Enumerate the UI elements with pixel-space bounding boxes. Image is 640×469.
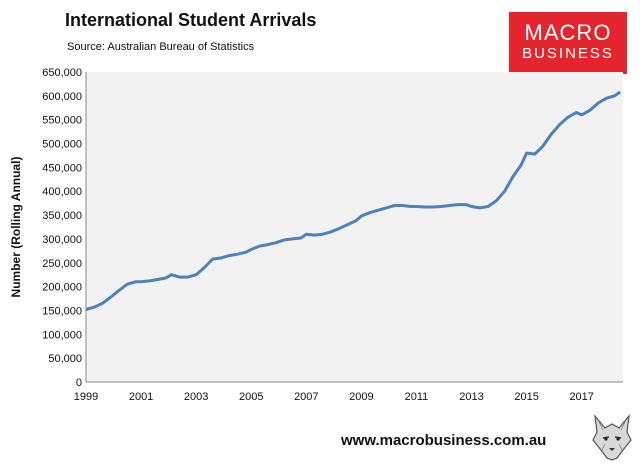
macrobusiness-logo: MACRO BUSINESS xyxy=(509,12,627,74)
y-tick-label: 200,000 xyxy=(42,282,82,294)
source-label: Source: Australian Bureau of Statistics xyxy=(67,41,255,53)
x-tick-label: 2001 xyxy=(129,391,153,403)
x-tick-label: 2009 xyxy=(349,391,373,403)
x-tick-label: 2011 xyxy=(405,391,429,403)
y-tick-label: 400,000 xyxy=(42,186,82,198)
y-tick-label: 50,000 xyxy=(48,353,82,365)
y-tick-label: 300,000 xyxy=(42,234,82,246)
series-line xyxy=(85,90,622,311)
y-tick-label: 250,000 xyxy=(42,258,82,270)
x-tick-label: 2017 xyxy=(569,391,593,403)
logo-line-2: BUSINESS xyxy=(522,45,614,62)
x-tick-label: 1999 xyxy=(74,391,98,403)
plot-area xyxy=(86,72,623,382)
x-tick-label: 2007 xyxy=(294,391,318,403)
x-tick-label: 2003 xyxy=(184,391,208,403)
wolf-icon xyxy=(589,410,635,462)
y-tick-label: 0 xyxy=(76,377,82,389)
y-tick-label: 150,000 xyxy=(42,305,82,317)
y-tick-label: 650,000 xyxy=(42,67,82,79)
y-tick-label: 500,000 xyxy=(42,139,82,151)
logo-line-1: MACRO xyxy=(524,20,612,45)
y-tick-label: 350,000 xyxy=(42,210,82,222)
x-tick-label: 2013 xyxy=(459,391,483,403)
y-tick-label: 550,000 xyxy=(42,115,82,127)
y-tick-label: 600,000 xyxy=(42,91,82,103)
footer-url: www.macrobusiness.com.au xyxy=(341,432,547,449)
y-tick-label: 450,000 xyxy=(42,162,82,174)
page-title: International Student Arrivals xyxy=(65,10,317,30)
x-axis: 1999 2001 2003 2005 2007 2009 2011 2013 2015 2017 xyxy=(74,381,623,403)
x-tick-label: 2005 xyxy=(239,391,263,403)
x-tick-label: 2015 xyxy=(514,391,538,403)
y-axis: 0 50,000 100,000 150,000 200,000 250,000 300,0… xyxy=(42,67,87,389)
y-tick-label: 100,000 xyxy=(42,329,82,341)
y-axis-label: Number (Rolling Annual) xyxy=(9,157,23,298)
